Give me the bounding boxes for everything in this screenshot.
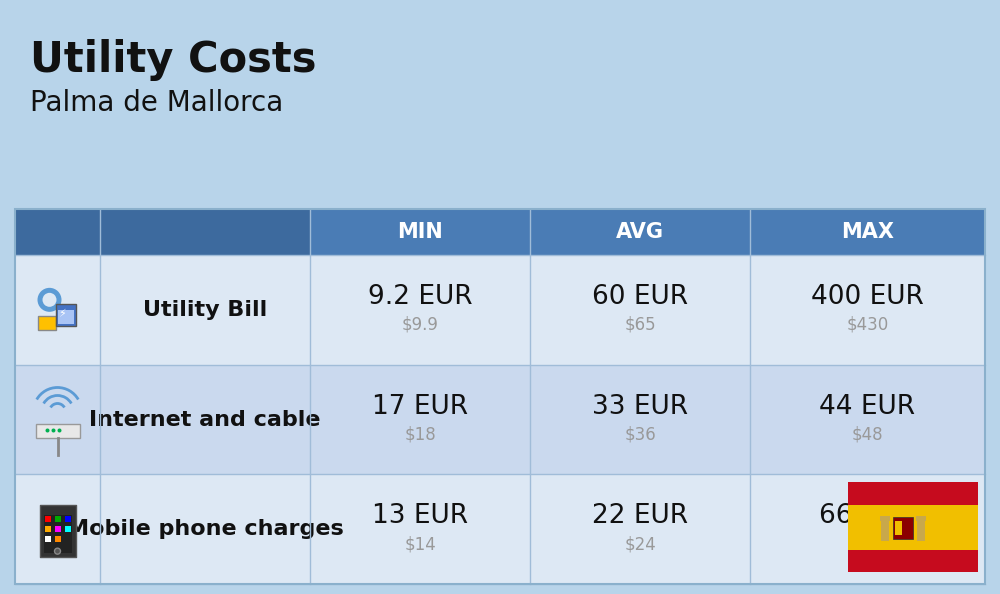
Text: 400 EUR: 400 EUR [811,284,924,310]
Bar [917,521,925,541]
Bar [44,516,50,522]
Bar [15,255,985,365]
Text: $9.9: $9.9 [402,316,438,334]
Bar [56,304,76,326]
Text: 60 EUR: 60 EUR [592,284,688,310]
Bar [904,521,911,535]
Bar [44,536,50,542]
Bar [15,475,100,584]
Circle shape [46,428,50,432]
Text: $14: $14 [404,535,436,553]
Circle shape [52,428,56,432]
Bar [848,549,978,572]
Bar [54,516,60,522]
Bar [44,515,72,553]
Text: 33 EUR: 33 EUR [592,393,688,419]
Text: $65: $65 [624,316,656,334]
Text: 13 EUR: 13 EUR [372,503,468,529]
Text: Utility Costs: Utility Costs [30,39,316,81]
Text: $24: $24 [624,535,656,553]
Bar [15,475,985,584]
Bar [15,209,310,255]
Text: AVG: AVG [616,222,664,242]
Circle shape [42,293,56,307]
Bar [64,526,70,532]
Circle shape [38,288,62,312]
Bar [880,516,890,521]
Bar [895,521,902,535]
Text: Internet and cable: Internet and cable [89,409,321,429]
Bar [881,521,889,541]
Text: MIN: MIN [397,222,443,242]
Text: 66 EUR: 66 EUR [819,503,916,529]
Text: $430: $430 [846,316,889,334]
Text: Palma de Mallorca: Palma de Mallorca [30,89,283,117]
Bar [15,365,985,475]
Circle shape [54,548,60,554]
Text: $72: $72 [852,535,883,553]
Bar [893,517,913,539]
Text: $48: $48 [852,425,883,444]
Text: 17 EUR: 17 EUR [372,393,468,419]
Bar [54,526,60,532]
Bar [15,209,985,255]
Text: 9.2 EUR: 9.2 EUR [368,284,472,310]
Text: $36: $36 [624,425,656,444]
Bar [44,526,50,532]
Bar [40,505,76,557]
Text: 44 EUR: 44 EUR [819,393,916,419]
Text: $18: $18 [404,425,436,444]
Bar [15,209,985,584]
Text: ⚡: ⚡ [58,309,65,319]
Bar [848,504,978,549]
Bar [64,516,70,522]
Text: MAX: MAX [841,222,894,242]
Bar [38,316,56,330]
Bar [15,255,100,365]
Text: 22 EUR: 22 EUR [592,503,688,529]
Text: Utility Bill: Utility Bill [143,300,267,320]
Bar [54,536,60,542]
Bar [58,310,74,324]
Bar [848,482,978,504]
Bar [36,424,80,438]
Bar [15,365,100,475]
Bar [916,516,926,521]
Bar [897,513,909,517]
Text: Mobile phone charges: Mobile phone charges [67,519,343,539]
Circle shape [58,428,62,432]
